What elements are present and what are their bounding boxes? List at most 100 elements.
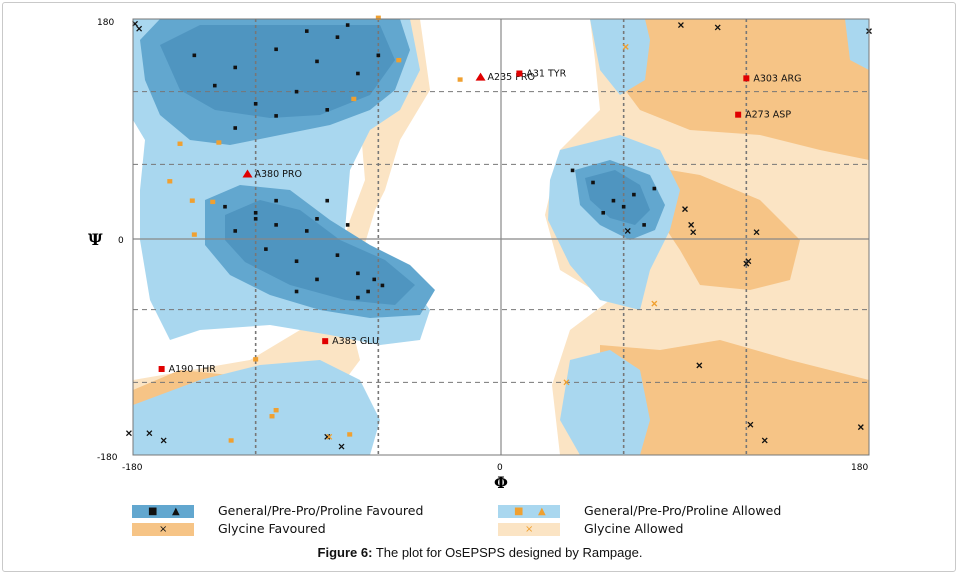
general-favoured-point (253, 217, 258, 221)
general-allowed-region-topright2 (845, 19, 869, 70)
general-favoured-point (601, 210, 606, 215)
legend-marker: × (159, 524, 168, 535)
dashed-guides (133, 19, 869, 455)
y-tick-mid: 0 (118, 236, 124, 246)
general-allowed-point (210, 199, 216, 205)
outlier-square (735, 111, 742, 118)
general-allowed-region-lowright (560, 350, 650, 455)
general-favoured-point (274, 47, 278, 52)
general-favoured-point (345, 223, 350, 227)
general-favoured-point (212, 83, 217, 88)
glycine-point (324, 433, 331, 440)
glycine-point (753, 229, 760, 236)
general-favoured-point (652, 186, 657, 191)
general-favoured-point (642, 223, 646, 227)
outlier-label: A31 TYR (526, 69, 566, 80)
general-favoured-point (356, 271, 360, 276)
general-favoured-point (233, 65, 238, 70)
general-favoured-point (356, 71, 360, 76)
legend-marker: ■ (148, 506, 158, 517)
y-tick-top: 180 (97, 18, 114, 28)
caption-text: The plot for OsEPSPS designed by Rampage… (375, 545, 643, 560)
legend-label: Glycine Allowed (584, 521, 684, 536)
glycine-allowed-point (622, 43, 629, 50)
glycine-point (677, 22, 684, 29)
general-allowed-point (189, 198, 195, 203)
general-allowed-point (167, 179, 173, 184)
glycine-point (624, 227, 631, 234)
outlier-label: A383 GLU (332, 336, 379, 347)
outlier-square (322, 338, 329, 345)
glycine-point (714, 24, 721, 31)
outlier-square (516, 70, 523, 77)
legend-item: × Glycine Allowed (498, 521, 858, 539)
general-favoured-point (325, 108, 330, 112)
outlier-label: A303 ARG (753, 73, 801, 84)
general-favoured-point (304, 29, 309, 33)
glycine-point (125, 430, 132, 437)
general-allowed-point (457, 77, 463, 82)
outlier-square (158, 366, 165, 373)
glycine-allowed-point (563, 379, 570, 386)
general-favoured-point (632, 192, 636, 197)
legend-swatch: × (132, 523, 194, 536)
general-allowed-point (216, 140, 222, 145)
general-allowed-point (273, 407, 279, 413)
legend-item: × Glycine Favoured (132, 521, 492, 539)
x-tick-left: -180 (122, 463, 143, 473)
general-favoured-point (233, 229, 238, 233)
plot-border (132, 18, 870, 456)
glycine-point (160, 437, 167, 444)
legend-swatch: × (498, 523, 560, 536)
general-favoured-point (253, 210, 258, 215)
legend-marker: ▲ (172, 506, 180, 517)
glycine-point (743, 260, 750, 267)
general-favoured-point (253, 101, 258, 106)
legend-marker: ■ (514, 506, 524, 517)
general-favoured-point (325, 198, 330, 203)
glycine-point (857, 424, 864, 431)
y-tick-bottom: -180 (97, 453, 118, 463)
general-favoured-core (160, 25, 395, 118)
general-favoured-point (294, 259, 299, 264)
general-favoured-point (315, 217, 319, 221)
outlier-label: A235 PRO (488, 72, 535, 83)
outlier-label: A190 THR (169, 364, 217, 375)
general-allowed-region-low (133, 360, 380, 455)
general-favoured-point (570, 168, 575, 173)
general-favoured-point (274, 198, 278, 203)
glycine-point (136, 25, 143, 32)
general-allowed-point (269, 414, 275, 419)
legend-item: ■ ▲ General/Pre-Pro/Proline Favoured (132, 503, 492, 521)
general-favoured-point (376, 53, 381, 58)
outlier-label: A273 ASP (745, 110, 791, 121)
general-favoured-point (335, 253, 340, 257)
glycine-favoured-region-mid (640, 165, 800, 290)
legend-label: Glycine Favoured (218, 521, 326, 536)
general-allowed-point (375, 15, 381, 20)
legend-swatch: ■ ▲ (498, 505, 560, 518)
legend-swatch: ■ ▲ (132, 505, 194, 518)
general-favoured-point (356, 295, 360, 300)
general-favoured-point (264, 247, 268, 251)
general-allowed-point (228, 438, 234, 443)
x-tick-right: 180 (851, 463, 868, 473)
glycine-point (146, 430, 153, 437)
general-favoured-point (315, 277, 319, 282)
legend-marker: ▲ (538, 506, 546, 517)
glycine-point (688, 221, 695, 228)
glycine-favoured-region-low (600, 340, 869, 455)
general-favoured-point (294, 289, 299, 294)
general-allowed-point (396, 57, 402, 63)
general-favoured-point (380, 283, 385, 288)
x-axis-label: Φ (494, 473, 508, 492)
general-favoured-point (335, 35, 340, 39)
figure-caption: Figure 6: The plot for OsEPSPS designed … (0, 545, 960, 560)
general-favoured-core-right (585, 170, 650, 225)
glycine-point (682, 206, 688, 213)
outlier-triangle (475, 72, 486, 81)
general-favoured-point (233, 126, 238, 130)
